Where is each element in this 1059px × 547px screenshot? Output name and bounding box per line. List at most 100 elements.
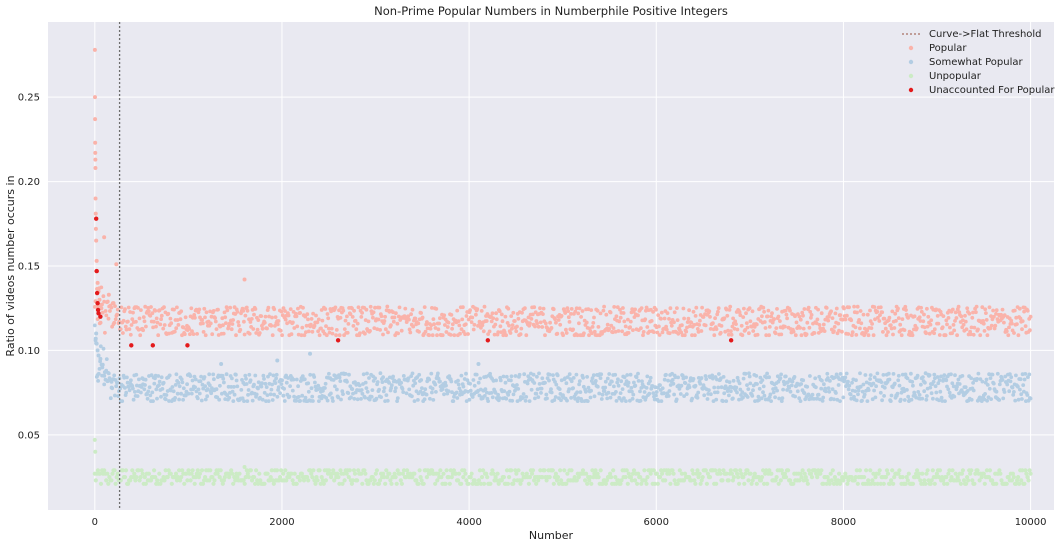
data-point <box>234 372 238 377</box>
data-point <box>184 471 189 476</box>
data-point <box>109 478 114 483</box>
data-point <box>195 468 200 473</box>
data-point <box>482 481 487 486</box>
data-point <box>95 317 100 321</box>
data-point <box>855 310 859 315</box>
data-point <box>957 382 962 386</box>
data-point <box>235 475 240 480</box>
data-point <box>237 471 242 476</box>
data-point <box>858 309 863 313</box>
data-point <box>124 327 129 332</box>
data-point <box>590 468 595 473</box>
data-point <box>195 396 200 401</box>
data-point <box>854 468 859 473</box>
data-point <box>554 320 558 325</box>
data-point <box>544 392 549 397</box>
data-point <box>955 384 959 389</box>
data-point <box>1021 383 1026 387</box>
data-point <box>376 481 382 486</box>
data-point <box>700 475 705 480</box>
data-point <box>740 390 745 394</box>
data-point <box>429 371 434 376</box>
data-point <box>462 468 467 473</box>
data-point <box>1003 374 1008 379</box>
data-point <box>565 398 569 403</box>
data-point <box>220 316 225 321</box>
data-point <box>702 393 707 398</box>
data-point <box>974 304 979 309</box>
data-point <box>934 307 939 312</box>
data-point <box>190 378 195 383</box>
data-point <box>95 348 100 353</box>
data-point <box>968 332 973 337</box>
data-point <box>750 394 755 398</box>
data-point <box>801 326 806 331</box>
data-point <box>790 379 795 384</box>
data-point <box>667 317 671 321</box>
data-point <box>494 478 499 483</box>
data-point <box>696 390 701 395</box>
data-point <box>635 481 640 486</box>
data-point <box>124 390 129 395</box>
data-point <box>944 318 949 323</box>
data-point <box>217 475 222 480</box>
data-point <box>401 468 407 473</box>
data-point <box>599 372 604 377</box>
data-point <box>937 398 941 403</box>
data-point <box>278 328 283 333</box>
data-point <box>589 308 594 312</box>
data-point <box>793 394 797 399</box>
data-point <box>611 326 616 330</box>
data-point <box>989 314 993 318</box>
data-point <box>161 380 166 385</box>
data-point <box>928 322 933 327</box>
data-point <box>588 395 593 400</box>
data-point <box>557 481 562 486</box>
data-point <box>258 478 263 483</box>
data-point <box>450 326 454 331</box>
data-point <box>304 323 309 328</box>
data-point <box>413 316 418 321</box>
data-point <box>105 378 110 383</box>
data-point <box>108 309 112 313</box>
data-point <box>936 321 941 326</box>
data-point <box>735 390 739 395</box>
data-point <box>813 468 818 473</box>
data-point <box>580 468 586 473</box>
data-point <box>852 304 856 309</box>
data-point <box>748 381 753 386</box>
data-point <box>869 481 874 486</box>
data-point <box>602 304 606 309</box>
data-point <box>346 391 351 395</box>
data-point <box>154 316 159 321</box>
data-point <box>287 475 292 480</box>
data-point <box>269 387 274 392</box>
data-point <box>733 468 739 473</box>
data-point <box>940 399 945 403</box>
data-point <box>586 307 591 312</box>
data-point <box>597 391 602 396</box>
data-point <box>882 316 887 321</box>
data-point <box>136 468 141 473</box>
data-point <box>216 333 221 337</box>
data-point <box>873 395 878 400</box>
data-point <box>641 395 646 400</box>
data-point <box>614 314 619 319</box>
data-point <box>422 397 427 402</box>
data-point <box>620 398 624 403</box>
data-point <box>695 327 700 331</box>
data-point <box>684 375 688 380</box>
data-point <box>323 478 328 483</box>
data-point <box>1008 379 1013 384</box>
data-point <box>1020 468 1025 473</box>
data-point <box>648 375 653 380</box>
data-point <box>682 316 686 321</box>
data-point <box>374 396 379 401</box>
data-point <box>536 478 541 483</box>
data-point <box>218 383 222 388</box>
data-point <box>900 317 905 321</box>
data-point <box>827 481 832 486</box>
data-point <box>791 329 796 334</box>
data-point <box>556 318 561 322</box>
data-point <box>877 319 882 323</box>
